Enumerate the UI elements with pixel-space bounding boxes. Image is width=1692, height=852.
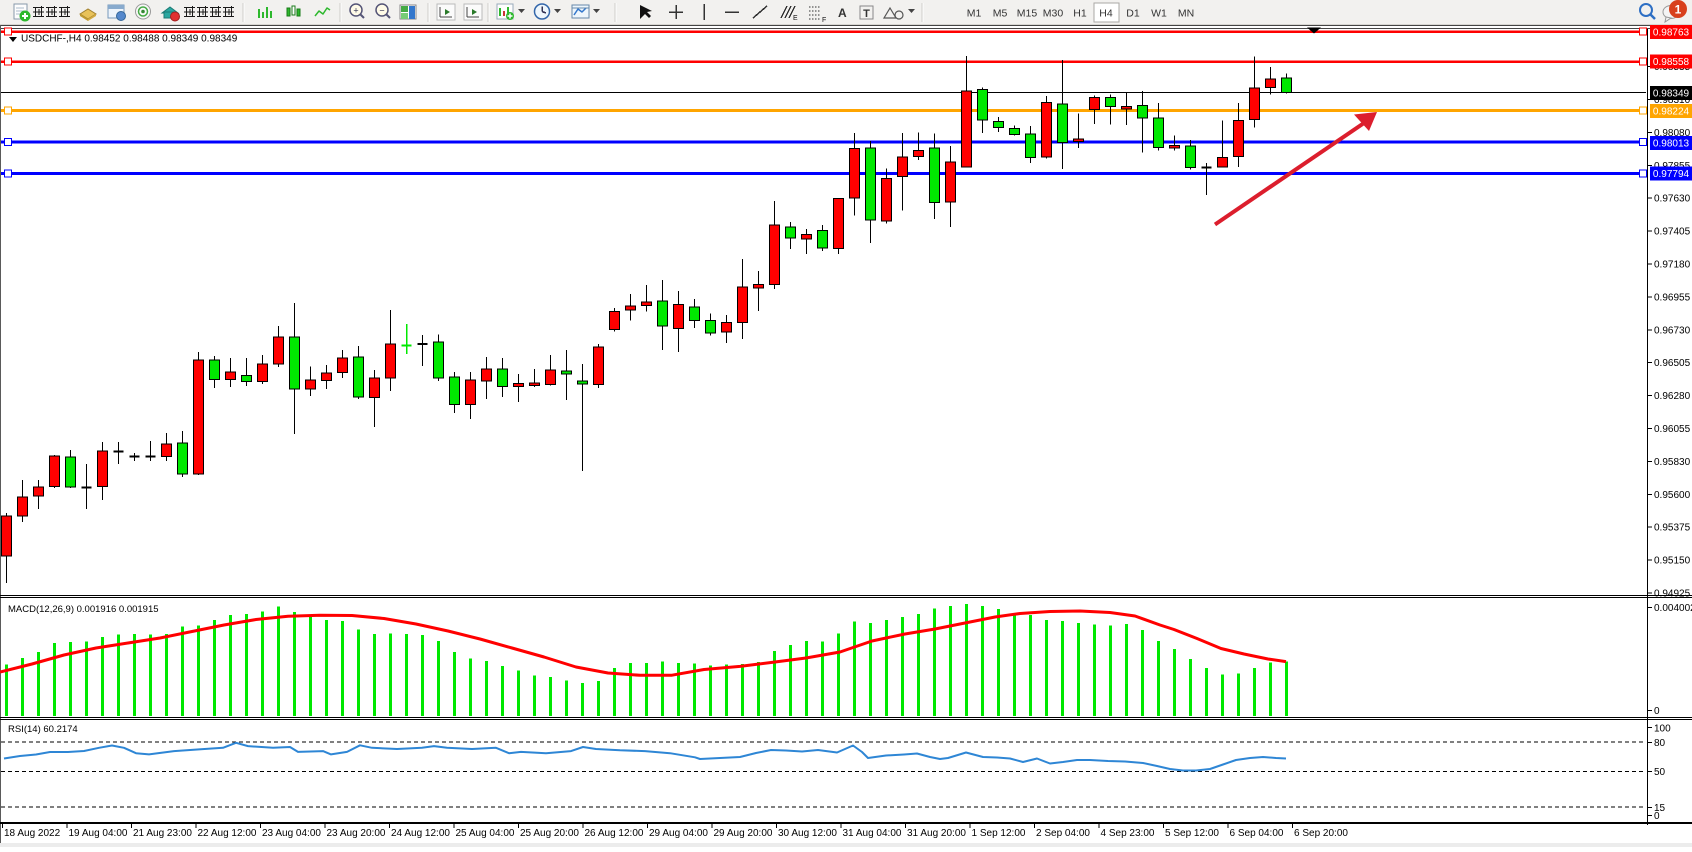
svg-text:0.97794: 0.97794	[1653, 169, 1690, 180]
svg-text:0.95600: 0.95600	[1654, 490, 1691, 501]
svg-text:0.96955: 0.96955	[1654, 292, 1691, 303]
svg-text:0.95375: 0.95375	[1654, 523, 1691, 534]
svg-text:0.94925: 0.94925	[1654, 589, 1691, 600]
svg-text:24 Aug 12:00: 24 Aug 12:00	[391, 828, 450, 839]
svg-text:5 Sep 12:00: 5 Sep 12:00	[1165, 828, 1219, 839]
svg-text:MACD(12,26,9) 0.001916 0.00191: MACD(12,26,9) 0.001916 0.001915	[8, 604, 159, 615]
svg-text:0.98310: 0.98310	[1654, 95, 1691, 106]
svg-text:0.98224: 0.98224	[1653, 107, 1690, 118]
svg-text:RSI(14) 60.2174: RSI(14) 60.2174	[8, 724, 78, 735]
svg-text:M5: M5	[993, 8, 1008, 20]
svg-text:0: 0	[1654, 811, 1660, 822]
svg-text:0.95830: 0.95830	[1654, 457, 1691, 468]
svg-text:USDCHF-,H4 0.98452 0.98488 0.: USDCHF-,H4 0.98452 0.98488 0.98349 0.983…	[21, 34, 238, 45]
svg-text:0.95150: 0.95150	[1654, 556, 1691, 567]
svg-text:100: 100	[1654, 724, 1671, 735]
svg-text:0.98349: 0.98349	[1653, 89, 1690, 100]
svg-text:1 Sep 12:00: 1 Sep 12:00	[972, 828, 1026, 839]
svg-text:0.004002: 0.004002	[1654, 603, 1692, 614]
svg-text:0.96055: 0.96055	[1654, 424, 1691, 435]
svg-text:M15: M15	[1017, 8, 1038, 20]
svg-text:4 Sep 23:00: 4 Sep 23:00	[1101, 828, 1155, 839]
svg-text:22 Aug 12:00: 22 Aug 12:00	[198, 828, 257, 839]
svg-text:29 Aug 20:00: 29 Aug 20:00	[714, 828, 773, 839]
svg-text:18 Aug 2022: 18 Aug 2022	[4, 828, 61, 839]
svg-text:0.97855: 0.97855	[1654, 161, 1691, 172]
svg-text:M30: M30	[1043, 8, 1064, 20]
svg-text:26 Aug 12:00: 26 Aug 12:00	[585, 828, 644, 839]
svg-text:H1: H1	[1073, 8, 1087, 20]
svg-text:MN: MN	[1178, 8, 1194, 20]
svg-text:2 Sep 04:00: 2 Sep 04:00	[1036, 828, 1090, 839]
svg-text:21 Aug 23:00: 21 Aug 23:00	[133, 828, 192, 839]
svg-text:M1: M1	[967, 8, 982, 20]
svg-text:50: 50	[1654, 767, 1666, 778]
svg-text:0.98558: 0.98558	[1653, 57, 1690, 68]
svg-text:30 Aug 12:00: 30 Aug 12:00	[778, 828, 837, 839]
svg-text:−: −	[379, 6, 384, 16]
svg-text:0.97180: 0.97180	[1654, 260, 1691, 271]
svg-text:0.97405: 0.97405	[1654, 227, 1691, 238]
svg-text:25 Aug 20:00: 25 Aug 20:00	[520, 828, 579, 839]
svg-text:31 Aug 04:00: 31 Aug 04:00	[843, 828, 902, 839]
svg-text:D1: D1	[1126, 8, 1140, 20]
svg-text:0.97630: 0.97630	[1654, 194, 1691, 205]
svg-text:T: T	[863, 8, 870, 20]
svg-text:19 Aug 04:00: 19 Aug 04:00	[69, 828, 128, 839]
svg-text:0.96730: 0.96730	[1654, 325, 1691, 336]
svg-text:+: +	[353, 6, 358, 16]
svg-text:0.96280: 0.96280	[1654, 391, 1691, 402]
svg-text:80: 80	[1654, 738, 1666, 749]
svg-text:H4: H4	[1099, 8, 1113, 20]
svg-text:W1: W1	[1151, 8, 1167, 20]
svg-text:A: A	[838, 6, 847, 20]
svg-text:0: 0	[1654, 706, 1660, 717]
svg-text:23 Aug 20:00: 23 Aug 20:00	[327, 828, 386, 839]
svg-text:F: F	[822, 17, 826, 24]
svg-text:29 Aug 04:00: 29 Aug 04:00	[649, 828, 708, 839]
svg-text:25 Aug 04:00: 25 Aug 04:00	[456, 828, 515, 839]
svg-text:15: 15	[1654, 803, 1666, 814]
svg-text:1: 1	[1675, 3, 1682, 17]
svg-text:31 Aug 20:00: 31 Aug 20:00	[907, 828, 966, 839]
svg-text:0.98013: 0.98013	[1653, 139, 1690, 150]
svg-text:E: E	[793, 15, 798, 22]
svg-text:0.96505: 0.96505	[1654, 358, 1691, 369]
svg-text:0.98080: 0.98080	[1654, 128, 1691, 139]
svg-text:0.98763: 0.98763	[1653, 28, 1690, 39]
svg-text:6 Sep 20:00: 6 Sep 20:00	[1294, 828, 1348, 839]
svg-text:6 Sep 04:00: 6 Sep 04:00	[1230, 828, 1284, 839]
svg-text:23 Aug 04:00: 23 Aug 04:00	[262, 828, 321, 839]
